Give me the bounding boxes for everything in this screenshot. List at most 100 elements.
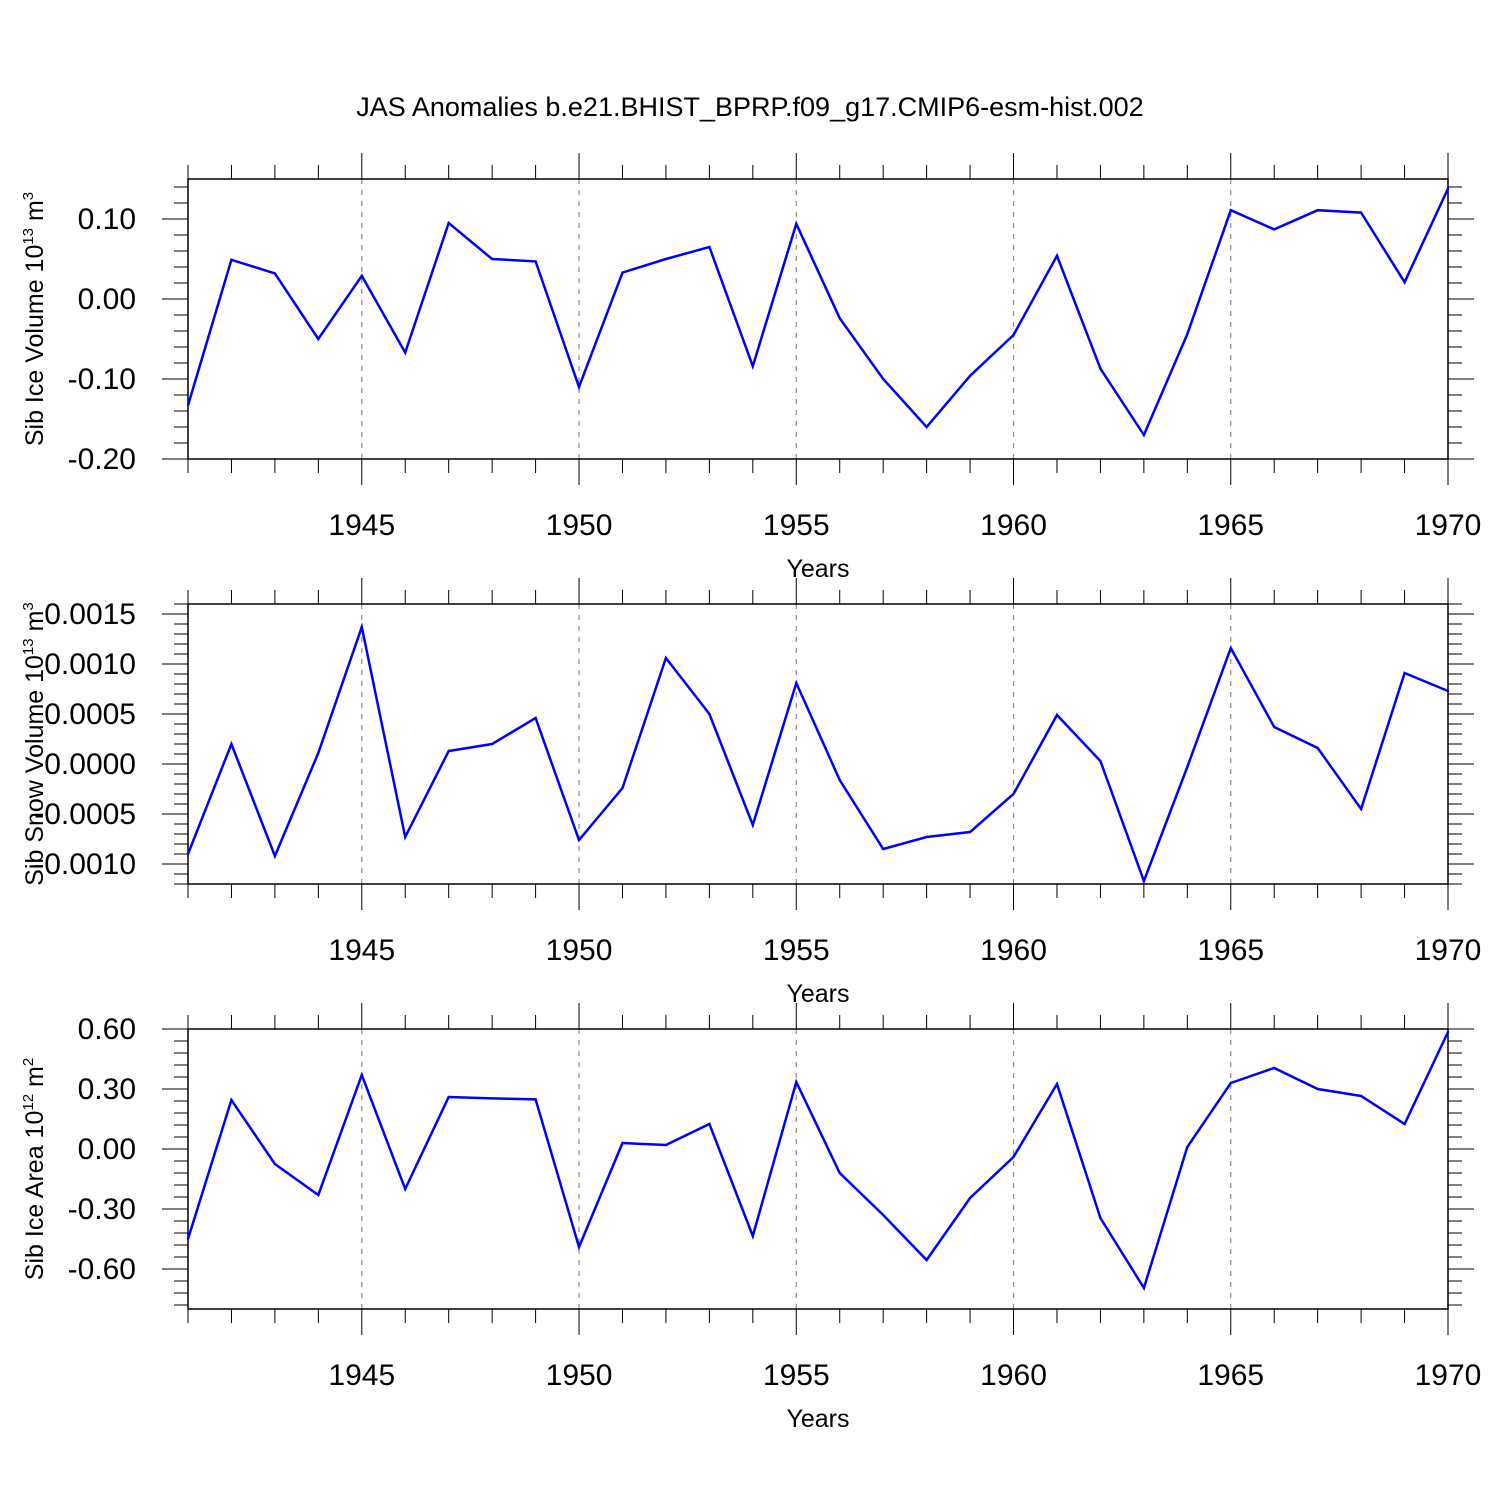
x-tick-label: 1960 — [980, 509, 1047, 542]
data-point — [1446, 689, 1450, 693]
data-point — [1316, 209, 1319, 212]
data-point — [490, 742, 494, 746]
data-point — [751, 823, 755, 827]
y-axis-title: Sib Snow Volume 1013 m3 — [20, 602, 49, 886]
x-tick-label: 1945 — [328, 934, 395, 967]
x-axis-title: Years — [786, 980, 849, 1008]
data-point — [317, 751, 320, 755]
data-point — [1012, 333, 1015, 337]
data-point — [273, 854, 277, 858]
data-point — [1273, 725, 1276, 729]
data-point — [1229, 646, 1232, 650]
data-point — [1273, 1066, 1276, 1070]
data-point — [230, 742, 233, 746]
x-tick-label: 1960 — [980, 934, 1047, 967]
data-point — [751, 1234, 755, 1238]
y-tick-label: 0.0015 — [44, 598, 136, 631]
data-point — [925, 835, 928, 839]
data-point — [490, 257, 494, 261]
data-point — [404, 1187, 407, 1191]
data-point — [1142, 1286, 1146, 1290]
data-point — [664, 257, 668, 261]
data-point — [186, 852, 190, 856]
data-point — [708, 1122, 711, 1126]
data-point — [925, 425, 928, 429]
data-point — [838, 317, 841, 320]
data-point — [881, 847, 885, 851]
x-tick-label: 1965 — [1197, 509, 1264, 542]
data-point — [577, 838, 581, 842]
data-point — [968, 830, 972, 834]
data-point — [1229, 1081, 1232, 1085]
y-tick-label: 0.10 — [78, 203, 136, 236]
y-tick-label: -0.20 — [68, 443, 136, 476]
data-point — [1099, 759, 1102, 763]
y-axis-title: Sib Ice Area 1012 m2 — [20, 1058, 49, 1280]
data-point — [273, 1162, 277, 1166]
figure-title: JAS Anomalies b.e21.BHIST_BPRP.f09_g17.C… — [356, 92, 1143, 122]
data-point — [881, 377, 885, 381]
data-point — [1055, 254, 1059, 257]
plot-frame — [187, 178, 1449, 460]
data-point — [1186, 1145, 1189, 1149]
data-point — [534, 260, 537, 263]
data-point — [621, 1141, 624, 1145]
data-point — [404, 351, 407, 354]
data-point — [1316, 746, 1319, 750]
data-point — [708, 712, 711, 716]
data-point — [664, 1143, 668, 1147]
data-point — [621, 786, 624, 790]
data-point — [577, 1245, 581, 1249]
x-tick-label: 1965 — [1197, 1359, 1264, 1392]
plot-frame — [187, 1028, 1449, 1310]
y-tick-label: 0.60 — [78, 1013, 136, 1046]
data-point — [1186, 765, 1189, 769]
data-point — [1446, 1030, 1450, 1034]
y-tick-label: -0.0005 — [34, 798, 136, 831]
data-point — [1012, 792, 1015, 796]
x-tick-label: 1970 — [1415, 934, 1482, 967]
data-point — [1359, 1094, 1363, 1098]
data-point — [1142, 433, 1146, 437]
data-line — [186, 622, 1449, 885]
data-point — [230, 1098, 233, 1102]
data-point — [447, 1095, 450, 1099]
data-point — [317, 337, 320, 341]
data-point — [534, 716, 537, 720]
data-point — [1229, 209, 1232, 212]
data-point — [186, 1237, 190, 1241]
data-point — [838, 778, 841, 782]
data-point — [1099, 1216, 1102, 1220]
data-point — [1316, 1087, 1319, 1091]
data-point — [664, 656, 668, 660]
data-point — [621, 271, 624, 274]
y-tick-label: 0.0005 — [44, 698, 136, 731]
x-tick-label: 1970 — [1415, 509, 1482, 542]
data-point — [968, 1196, 972, 1200]
data-point — [360, 625, 363, 629]
y-axis-title: Sib Ice Volume 1013 m3 — [20, 192, 49, 446]
x-tick-label: 1945 — [328, 509, 395, 542]
x-tick-label: 1950 — [546, 934, 613, 967]
data-line — [186, 188, 1450, 438]
data-point — [925, 1258, 928, 1262]
plot-frame — [187, 603, 1449, 885]
data-point — [708, 245, 711, 249]
y-tick-label: -0.0010 — [34, 848, 136, 881]
data-point — [1142, 879, 1146, 883]
x-tick-label: 1950 — [546, 509, 613, 542]
data-point — [1055, 713, 1059, 717]
data-point — [273, 272, 277, 275]
data-line — [186, 1031, 1450, 1291]
data-point — [447, 221, 450, 225]
x-tick-label: 1950 — [546, 1359, 613, 1392]
data-point — [360, 274, 363, 277]
data-point — [490, 1097, 494, 1100]
y-tick-label: -0.30 — [68, 1193, 136, 1226]
data-point — [881, 1213, 885, 1217]
data-point — [1403, 671, 1406, 675]
data-point — [1055, 1082, 1059, 1086]
data-point — [1446, 187, 1450, 190]
data-point — [1403, 281, 1406, 284]
y-tick-label: 0.0010 — [44, 648, 136, 681]
